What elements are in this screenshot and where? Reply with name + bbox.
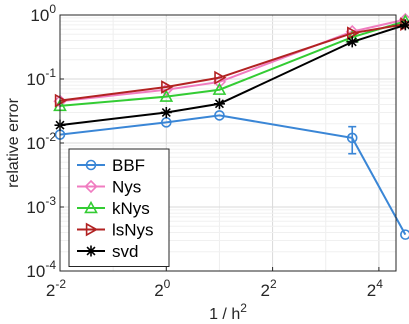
data-point-svd	[160, 106, 172, 118]
data-point-bbf	[346, 132, 358, 144]
legend-marker-nys	[84, 179, 98, 194]
plot-series	[53, 12, 409, 240]
y-tick-label: 10-4	[26, 258, 56, 281]
legend-marker-knys	[84, 200, 98, 214]
y-tick-label: 10-3	[26, 194, 56, 217]
legend-item-svd: svd	[77, 242, 138, 261]
series-line-lsnys	[59, 23, 406, 102]
series-bbf	[54, 110, 409, 240]
legend-label: svd	[112, 242, 138, 261]
legend-marker-bbf	[85, 159, 97, 171]
x-tick-label: 2-2	[46, 277, 66, 300]
legend-label: Nys	[112, 178, 141, 197]
legend-item-knys: kNys	[77, 199, 150, 218]
data-point-bbf	[400, 229, 409, 240]
legend: BBF Nys kNys lsNys svd	[68, 148, 170, 267]
data-point-svd	[346, 36, 358, 48]
x-tick-label: 24	[367, 277, 383, 300]
y-tick-label: 100	[30, 2, 56, 25]
x-tick-label: 22	[261, 277, 277, 300]
series-line-knys	[59, 20, 406, 107]
data-point-knys	[212, 82, 227, 95]
x-tick-label: 20	[154, 277, 170, 300]
data-point-lsnys	[214, 70, 227, 85]
tick-labels: 2-2 20 22 24 10-4 10-3 10-2 10-1 100	[26, 2, 383, 300]
data-point-lsnys	[347, 26, 360, 41]
data-point-knys	[159, 89, 174, 102]
data-point-bbf	[214, 110, 225, 121]
x-axis-label: 1 / h2	[209, 301, 247, 323]
data-point-lsnys	[161, 80, 174, 94]
y-tick-label: 10-2	[26, 130, 56, 153]
legend-label: BBF	[112, 156, 145, 175]
legend-label: kNys	[112, 199, 150, 218]
data-point-svd	[399, 19, 409, 31]
y-axis-label: relative error	[5, 97, 22, 187]
data-point-svd	[213, 98, 225, 110]
legend-marker-svd	[85, 245, 97, 257]
data-point-lsnys	[54, 93, 68, 108]
legend-label: lsNys	[112, 221, 154, 240]
legend-marker-lsnys	[85, 222, 99, 237]
series-line-nys	[59, 18, 406, 103]
series-line-bbf	[59, 114, 407, 236]
legend-item-nys: Nys	[77, 178, 141, 197]
legend-item-bbf: BBF	[77, 156, 145, 175]
y-tick-label: 10-1	[26, 66, 56, 89]
legend-item-lsnys: lsNys	[77, 221, 154, 240]
